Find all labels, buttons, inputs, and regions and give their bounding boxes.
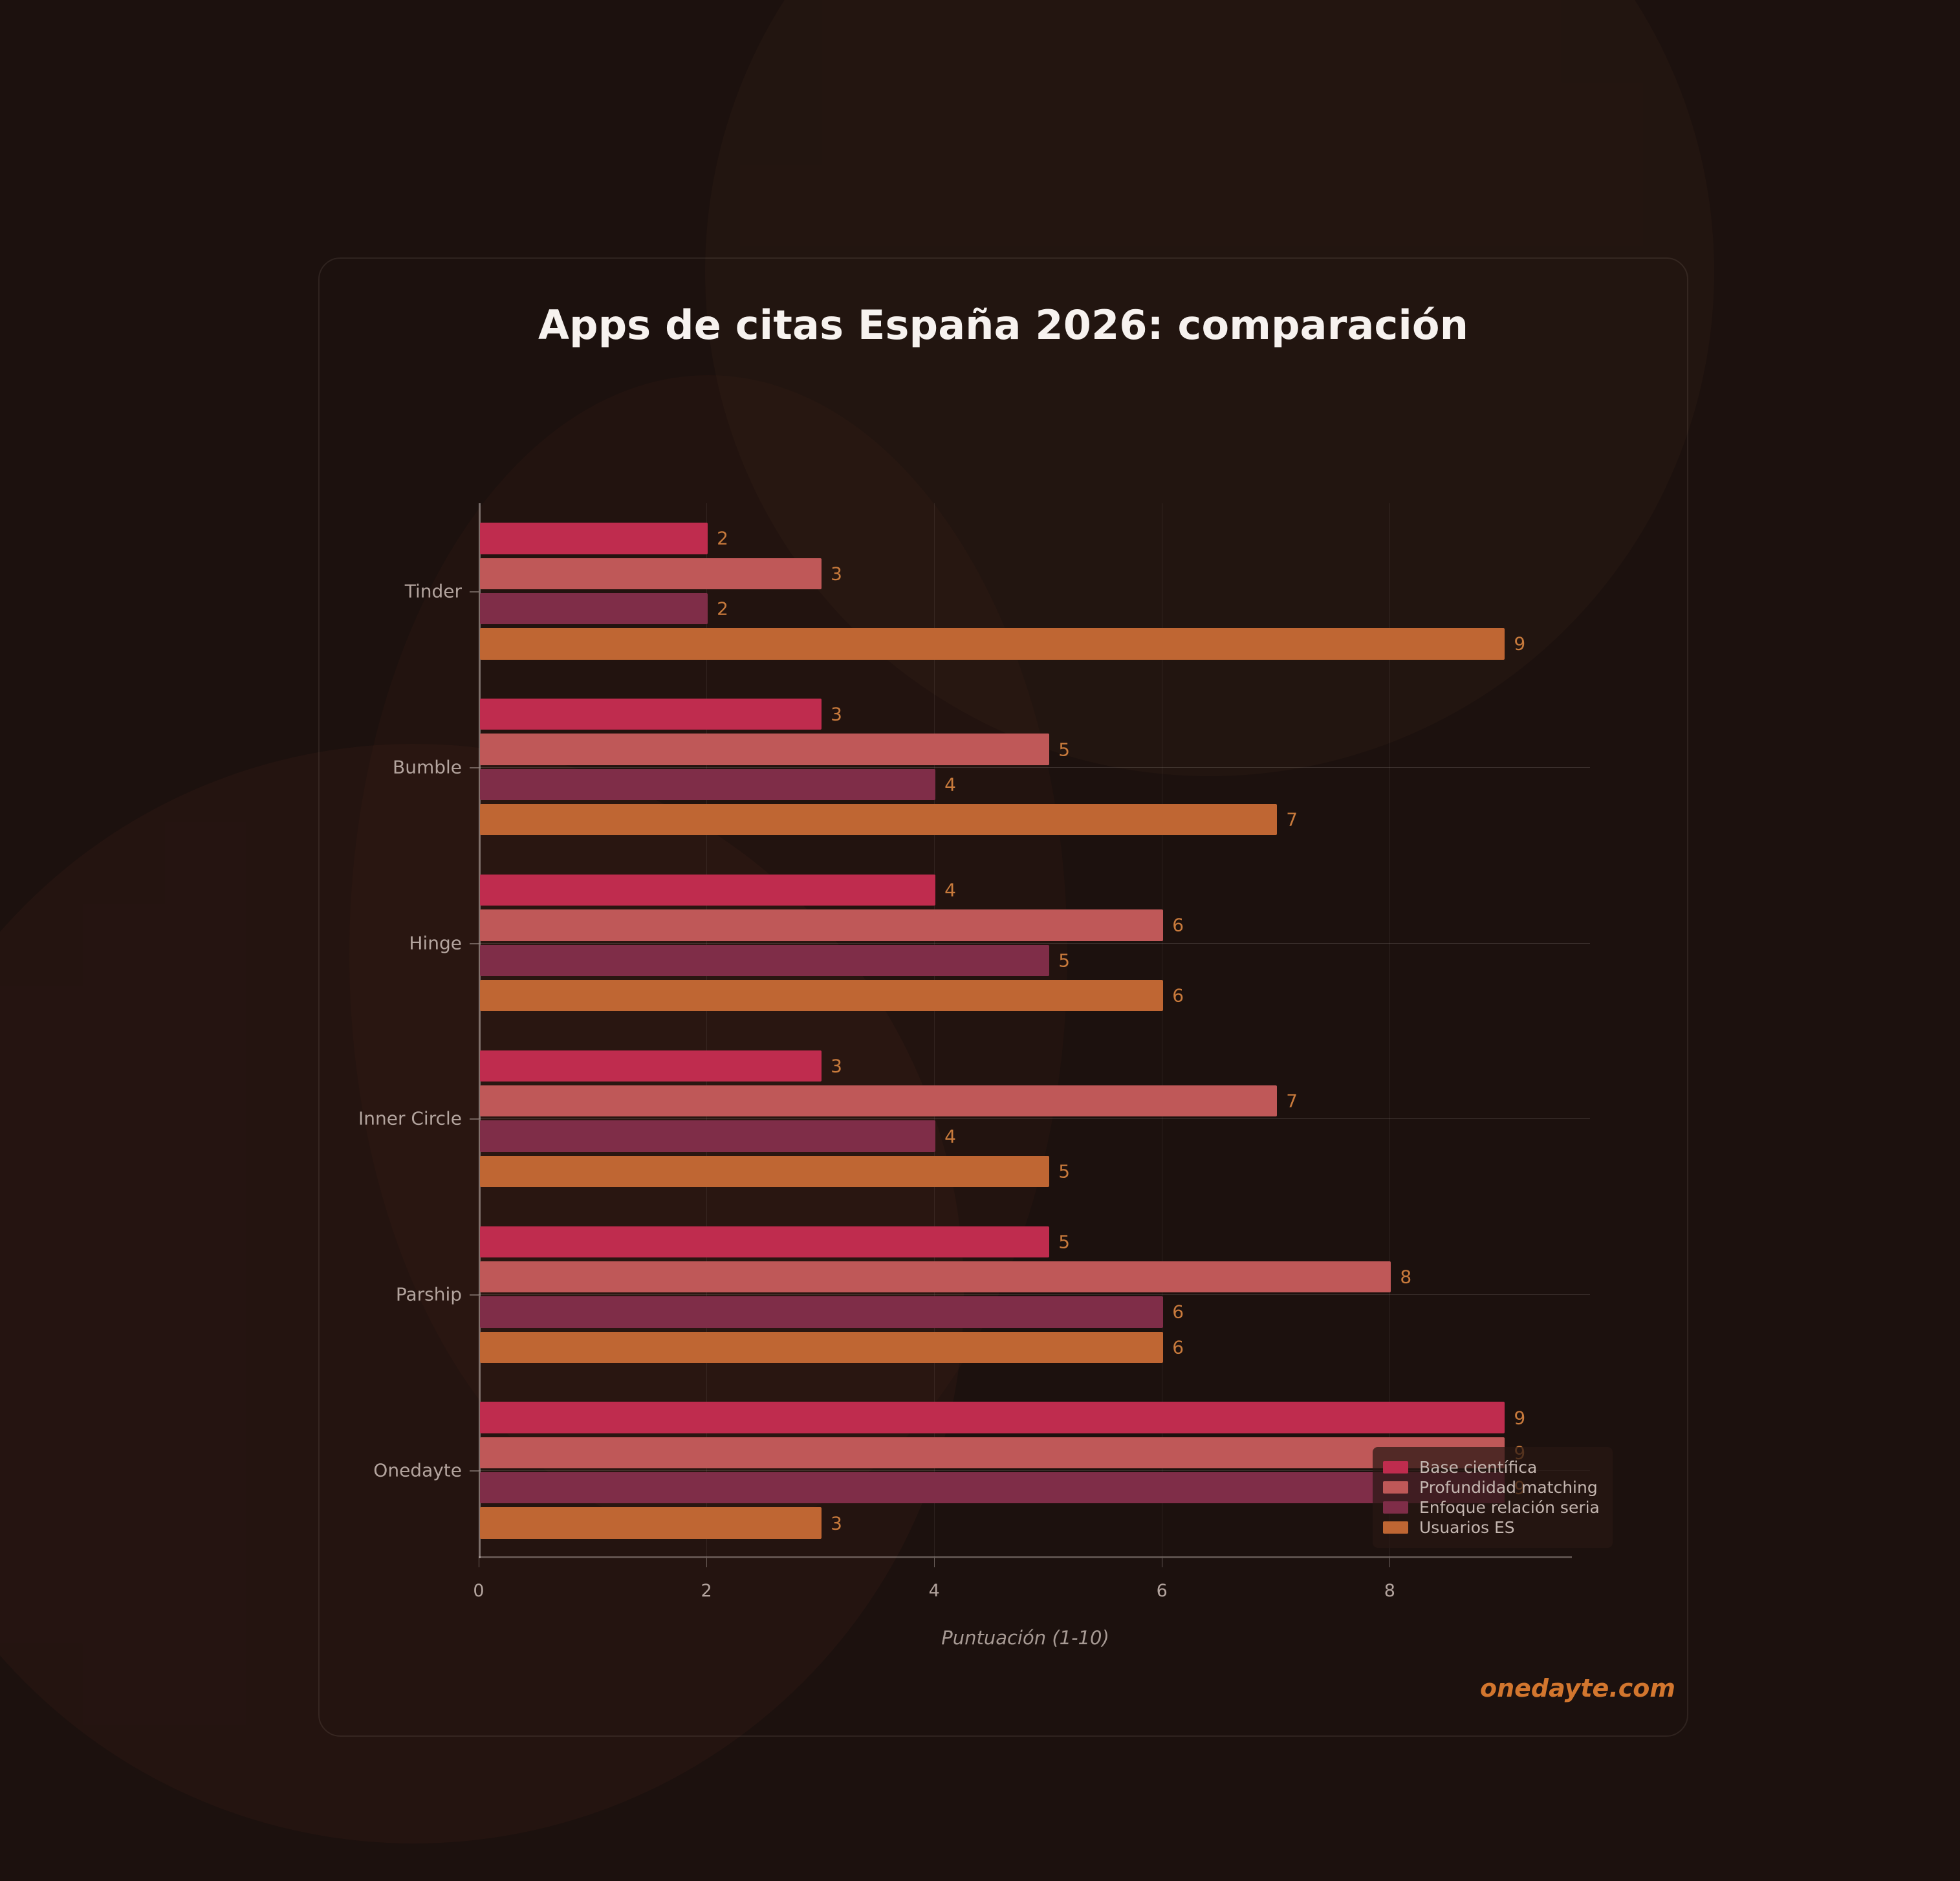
y-tick-mark (470, 1118, 479, 1120)
bar (480, 1050, 822, 1082)
bar (480, 1296, 1164, 1328)
bar-value-label: 6 (1172, 984, 1184, 1006)
bar (480, 768, 936, 801)
gridline-horizontal (479, 1118, 1590, 1120)
gridline-vertical (934, 503, 935, 1558)
legend-swatch (1383, 1481, 1408, 1494)
y-tick-mark (470, 1470, 479, 1472)
x-tick-label: 2 (701, 1581, 712, 1601)
bar (480, 523, 708, 554)
bar-value-label: 4 (944, 1125, 956, 1147)
legend-item[interactable]: Usuarios ES (1383, 1517, 1600, 1537)
x-tick-label: 8 (1384, 1581, 1395, 1601)
bar-value-label: 6 (1172, 1301, 1184, 1323)
bar (480, 1472, 1505, 1504)
plot-area: Puntuación (1-10) 0 2 4 6 8 Tinder 2 3 2 9 Bumble 3… (358, 503, 1590, 1649)
y-category-label: Inner Circle (358, 1107, 462, 1129)
gridline-horizontal (479, 942, 1590, 944)
legend-swatch (1383, 1501, 1408, 1514)
bar-value-label: 6 (1172, 914, 1184, 936)
gridline-vertical (706, 503, 708, 1558)
gridline-vertical (1389, 503, 1391, 1558)
bar (480, 874, 936, 906)
y-tick-mark (470, 767, 479, 768)
bar (480, 1155, 1050, 1188)
legend-label: Usuarios ES (1419, 1517, 1515, 1537)
bar-value-label: 3 (831, 703, 842, 725)
bar-value-label: 9 (1514, 633, 1526, 655)
legend-item[interactable]: Enfoque relación seria (1383, 1497, 1600, 1517)
page-title: Apps de citas España 2026: comparación (538, 301, 1469, 349)
bar (480, 1085, 1278, 1117)
bar-value-label: 3 (831, 1055, 842, 1077)
x-tick-mark (934, 1558, 935, 1567)
legend-label: Base científica (1419, 1457, 1538, 1477)
legend-label: Profundidad matching (1419, 1477, 1598, 1497)
y-category-label: Tinder (404, 580, 462, 602)
bar-value-label: 8 (1400, 1266, 1412, 1288)
y-category-label: Onedayte (373, 1459, 462, 1481)
legend-label: Enfoque relación seria (1419, 1497, 1600, 1517)
bar-value-label: 5 (1058, 739, 1071, 761)
x-tick-label: 0 (473, 1581, 485, 1601)
bar-value-label: 4 (944, 879, 956, 901)
bar (480, 1226, 1050, 1257)
x-axis-title: Puntuación (1-10) (941, 1627, 1109, 1649)
bar-value-label: 5 (1058, 1231, 1071, 1253)
bar (480, 979, 1164, 1012)
bar-value-label: 6 (1172, 1336, 1184, 1358)
bar (480, 699, 822, 730)
x-axis-line (479, 1556, 1572, 1558)
x-tick-label: 6 (1156, 1581, 1168, 1601)
bar (480, 1120, 936, 1152)
legend-item[interactable]: Profundidad matching (1383, 1477, 1600, 1497)
bar (480, 628, 1505, 660)
y-axis-line (479, 503, 481, 1558)
legend-item[interactable]: Base científica (1383, 1457, 1600, 1477)
bar (480, 1507, 822, 1539)
bar-value-label: 7 (1286, 1090, 1298, 1112)
bar (480, 558, 822, 589)
gridline-horizontal (479, 1294, 1590, 1296)
bar (480, 944, 1050, 976)
bar-value-label: 2 (717, 527, 728, 549)
brand-watermark: onedayte.com (1480, 1674, 1675, 1702)
bar-value-label: 3 (831, 1512, 842, 1534)
legend: Base científica Profundidad matching Enfoq… (1373, 1447, 1613, 1548)
y-tick-mark (470, 591, 479, 593)
y-category-label: Hinge (409, 932, 462, 954)
chart-card (318, 257, 1688, 1737)
bar (480, 909, 1164, 941)
x-tick-mark (706, 1558, 708, 1567)
bar-value-label: 7 (1286, 809, 1298, 831)
bar (480, 1331, 1164, 1363)
bar-value-label: 4 (944, 774, 956, 796)
bar (480, 1437, 1505, 1469)
gridline-horizontal (479, 767, 1590, 768)
bar-value-label: 3 (831, 563, 842, 585)
y-category-label: Bumble (392, 756, 462, 778)
bar-value-label: 2 (717, 598, 728, 620)
x-tick-mark (1389, 1558, 1391, 1567)
bar (480, 1261, 1391, 1293)
bar (480, 734, 1050, 765)
bar-value-label: 5 (1058, 1160, 1071, 1182)
bar (480, 593, 708, 625)
bar-value-label: 9 (1514, 1407, 1526, 1429)
y-tick-mark (470, 942, 479, 944)
y-tick-mark (470, 1294, 479, 1296)
legend-swatch (1383, 1521, 1408, 1534)
legend-swatch (1383, 1461, 1408, 1473)
y-category-label: Parship (395, 1283, 462, 1305)
gridline-horizontal (479, 1470, 1590, 1472)
bar-value-label: 5 (1058, 950, 1071, 972)
bar (480, 1402, 1505, 1433)
x-tick-label: 4 (928, 1581, 940, 1601)
bar (480, 804, 1278, 836)
